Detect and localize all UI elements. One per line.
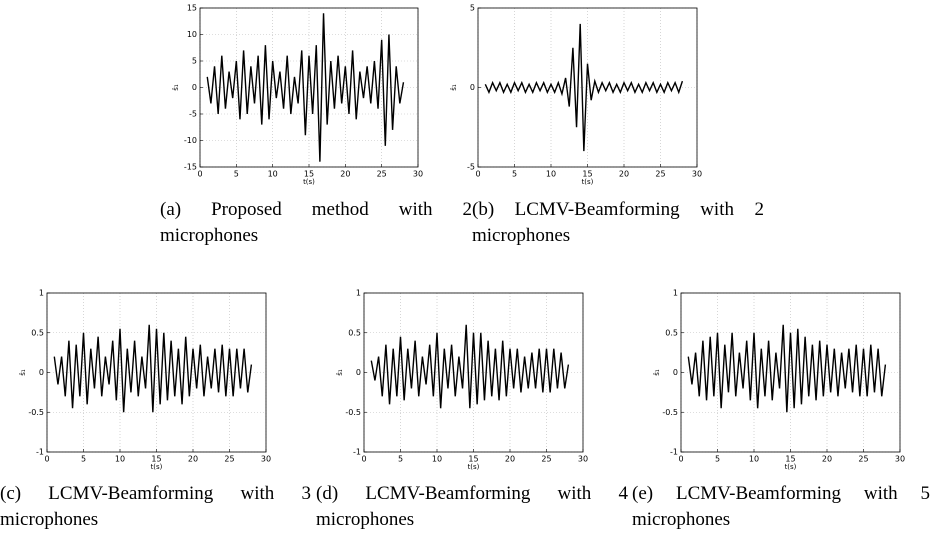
x-tick-label: 25 — [858, 455, 868, 464]
y-tick-label: -0.5 — [28, 408, 44, 417]
x-tick-label: 5 — [81, 455, 86, 464]
y-tick-label: 0.5 — [665, 328, 678, 337]
y-tick-label: -5 — [467, 163, 475, 172]
axes-frame — [477, 7, 698, 168]
x-axis-label: t(s) — [582, 178, 594, 186]
x-axis-label: t(s) — [785, 463, 797, 471]
x-tick-label: 0 — [44, 455, 49, 464]
waveform — [53, 324, 253, 413]
waveform — [687, 324, 887, 413]
caption: (c) LCMV-Beamforming with 3 microphones — [0, 483, 311, 530]
x-tick-label: 5 — [715, 455, 720, 464]
x-tick-label: 25 — [655, 170, 665, 179]
x-tick-label: 0 — [475, 170, 480, 179]
y-tick-label: 0 — [39, 368, 44, 377]
y-tick-label: 0.5 — [31, 328, 44, 337]
waveform — [484, 23, 684, 152]
x-tick-label: 5 — [234, 170, 239, 179]
y-tick-label: -1 — [353, 448, 361, 457]
caption: (e) LCMV-Beamforming with 5 microphones — [632, 483, 930, 530]
x-tick-label: 15 — [468, 455, 478, 464]
y-tick-label: -0.5 — [662, 408, 678, 417]
x-tick-label: 20 — [188, 455, 198, 464]
caption: (d) LCMV-Beamforming with 4 microphones — [316, 483, 628, 530]
y-axis-label: ŝ₁ — [172, 84, 180, 91]
y-tick-label: 0.5 — [348, 328, 361, 337]
axes-frame — [46, 292, 267, 453]
y-tick-label: -15 — [184, 163, 197, 172]
x-tick-label: 0 — [197, 170, 202, 179]
y-tick-label: 0 — [192, 83, 197, 92]
x-tick-label: 15 — [151, 455, 161, 464]
y-axis-label: ŝ₁ — [450, 84, 458, 91]
x-tick-label: 5 — [398, 455, 403, 464]
axes-frame — [199, 7, 419, 168]
y-tick-label: -1 — [36, 448, 44, 457]
x-tick-label: 15 — [304, 170, 314, 179]
x-tick-label: 20 — [505, 455, 515, 464]
x-tick-label: 25 — [377, 170, 387, 179]
y-axis-label: ŝ₁ — [336, 369, 344, 376]
axes-frame — [363, 292, 584, 453]
y-tick-label: 1 — [673, 289, 678, 298]
y-tick-label: 0 — [673, 368, 678, 377]
y-tick-label: 1 — [356, 289, 361, 298]
y-tick-label: 1 — [39, 289, 44, 298]
x-tick-label: 20 — [822, 455, 832, 464]
x-tick-label: 25 — [541, 455, 551, 464]
x-tick-label: 0 — [361, 455, 366, 464]
y-tick-label: -1 — [670, 448, 678, 457]
y-tick-label: -0.5 — [345, 408, 361, 417]
x-tick-label: 10 — [432, 455, 442, 464]
y-axis-label: ŝ₁ — [19, 369, 27, 376]
y-tick-label: -10 — [184, 136, 197, 145]
caption: (b) LCMV-Beamforming with 2 microphones — [472, 199, 764, 246]
y-tick-label: 5 — [192, 57, 197, 66]
x-tick-label: 30 — [578, 455, 588, 464]
x-tick-label: 30 — [692, 170, 702, 179]
axes-frame — [680, 292, 901, 453]
x-tick-label: 5 — [512, 170, 517, 179]
x-tick-label: 15 — [785, 455, 795, 464]
caption: (a) Proposed method with 2 microphones — [160, 199, 472, 246]
y-tick-label: 10 — [187, 30, 197, 39]
y-tick-label: 0 — [470, 83, 475, 92]
x-tick-label: 30 — [895, 455, 905, 464]
x-tick-label: 0 — [678, 455, 683, 464]
x-tick-label: 30 — [413, 170, 423, 179]
x-tick-label: 10 — [115, 455, 125, 464]
x-tick-label: 20 — [619, 170, 629, 179]
x-tick-label: 10 — [749, 455, 759, 464]
x-axis-label: t(s) — [151, 463, 163, 471]
x-axis-label: t(s) — [303, 178, 315, 186]
waveform — [370, 324, 570, 409]
y-tick-label: 5 — [470, 4, 475, 13]
x-tick-label: 15 — [582, 170, 592, 179]
x-axis-label: t(s) — [468, 463, 480, 471]
x-tick-label: 10 — [268, 170, 278, 179]
y-tick-label: 0 — [356, 368, 361, 377]
waveform — [206, 13, 405, 162]
x-tick-label: 20 — [340, 170, 350, 179]
x-tick-label: 30 — [261, 455, 271, 464]
y-axis-label: ŝ₁ — [653, 369, 661, 376]
x-tick-label: 10 — [546, 170, 556, 179]
y-tick-label: -5 — [189, 110, 197, 119]
x-tick-label: 25 — [224, 455, 234, 464]
y-tick-label: 15 — [187, 4, 197, 13]
